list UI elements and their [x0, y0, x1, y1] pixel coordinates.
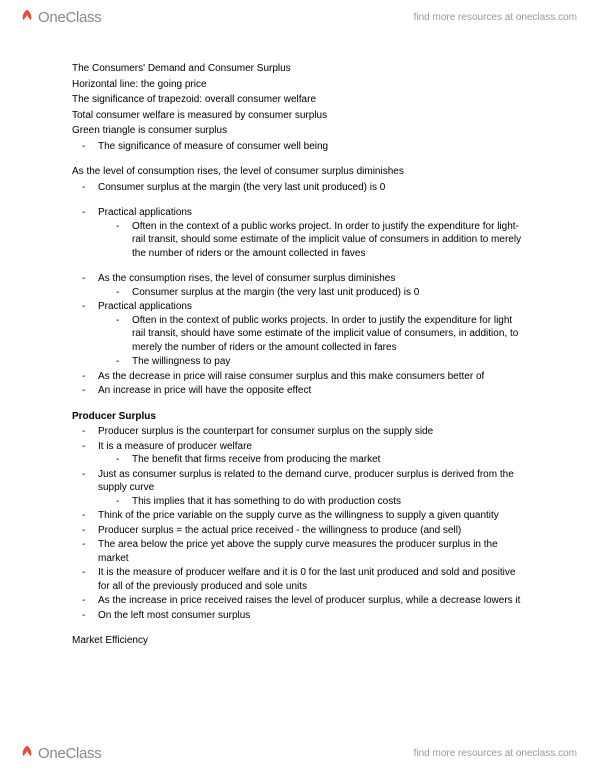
intro-line: The significance of trapezoid: overall c…: [72, 93, 523, 107]
brand-logo: OneClass: [18, 8, 101, 26]
practical-heading-2: Practical applications: [98, 301, 192, 312]
intro-line: Total consumer welfare is measured by co…: [72, 109, 523, 123]
consumption-bullets: Consumer surplus at the margin (the very…: [72, 181, 523, 195]
producer-sub: This implies that it has something to do…: [98, 495, 523, 509]
list-item: Practical applications Often in the cont…: [98, 206, 523, 260]
producer-b2: It is a measure of producer welfare: [98, 441, 252, 452]
consumption-block-1: As the level of consumption rises, the l…: [72, 165, 523, 194]
list-item: Consumer surplus at the margin (the very…: [98, 181, 523, 195]
market-efficiency-heading: Market Efficiency: [72, 634, 523, 648]
list-item: This implies that it has something to do…: [132, 495, 523, 509]
brand-name-class: Class: [65, 745, 101, 762]
list-item: As the decrease in price will raise cons…: [98, 370, 523, 384]
intro-line: Green triangle is consumer surplus: [72, 124, 523, 138]
brand-name-footer: OneClass: [38, 745, 101, 762]
brand-name-class: Class: [65, 9, 101, 26]
practical-sub-list: Often in the context of a public works p…: [98, 220, 523, 261]
page-header: OneClass find more resources at oneclass…: [0, 0, 595, 34]
leaf-icon: [18, 8, 36, 26]
list-item: On the left most consumer surplus: [98, 609, 523, 623]
list-item: The significance of measure of consumer …: [98, 140, 523, 154]
practical-block-1: Practical applications Often in the cont…: [72, 206, 523, 260]
list-item: Often in the context of public works pro…: [132, 314, 523, 355]
producer-title: Producer Surplus: [72, 410, 523, 424]
intro-line: Horizontal line: the going price: [72, 78, 523, 92]
footer-tagline: find more resources at oneclass.com: [414, 748, 577, 759]
consumption-line-2: As the consumption rises, the level of c…: [98, 273, 395, 284]
list-item: As the consumption rises, the level of c…: [98, 272, 523, 299]
list-item: Practical applications Often in the cont…: [98, 300, 523, 369]
list-item: Often in the context of a public works p…: [132, 220, 523, 261]
list-item: An increase in price will have the oppos…: [98, 384, 523, 398]
producer-surplus-block: Producer Surplus Producer surplus is the…: [72, 410, 523, 623]
list-item: The willingness to pay: [132, 355, 523, 369]
list-item: Think of the price variable on the suppl…: [98, 509, 523, 523]
doc-title: The Consumers' Demand and Consumer Surpl…: [72, 62, 523, 76]
list-item: Just as consumer surplus is related to t…: [98, 468, 523, 509]
consumption-sub: Consumer surplus at the margin (the very…: [98, 286, 523, 300]
list-item: Producer surplus = the actual price rece…: [98, 524, 523, 538]
brand-logo-footer: OneClass: [18, 744, 101, 762]
brand-name-one: One: [38, 9, 65, 26]
consumption-line: As the level of consumption rises, the l…: [72, 165, 523, 179]
leaf-icon: [18, 744, 36, 762]
producer-b3: Just as consumer surplus is related to t…: [98, 469, 514, 494]
consumption-practical-block-2: As the consumption rises, the level of c…: [72, 272, 523, 398]
list-item: As the increase in price received raises…: [98, 594, 523, 608]
consumption-list-2: As the consumption rises, the level of c…: [72, 272, 523, 398]
list-item: The benefit that firms receive from prod…: [132, 453, 523, 467]
intro-block: The Consumers' Demand and Consumer Surpl…: [72, 62, 523, 153]
producer-list: Producer surplus is the counterpart for …: [72, 425, 523, 622]
list-item: Producer surplus is the counterpart for …: [98, 425, 523, 439]
document-body: The Consumers' Demand and Consumer Surpl…: [0, 34, 595, 660]
list-item: Consumer surplus at the margin (the very…: [132, 286, 523, 300]
practical-heading: Practical applications: [98, 207, 192, 218]
list-item: The area below the price yet above the s…: [98, 538, 523, 565]
list-item: It is a measure of producer welfare The …: [98, 440, 523, 467]
intro-bullet-list: The significance of measure of consumer …: [72, 140, 523, 154]
list-item: It is the measure of producer welfare an…: [98, 566, 523, 593]
brand-name: OneClass: [38, 9, 101, 26]
brand-name-one: One: [38, 745, 65, 762]
page-footer: OneClass find more resources at oneclass…: [0, 736, 595, 770]
producer-sub: The benefit that firms receive from prod…: [98, 453, 523, 467]
practical-sub-list-2: Often in the context of public works pro…: [98, 314, 523, 369]
header-tagline: find more resources at oneclass.com: [414, 12, 577, 23]
practical-list-1: Practical applications Often in the cont…: [72, 206, 523, 260]
